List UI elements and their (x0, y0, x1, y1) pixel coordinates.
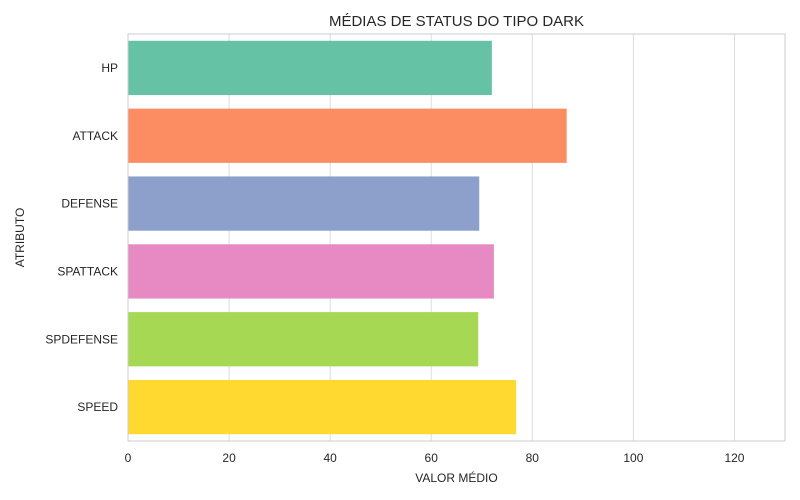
bar-attack (128, 108, 567, 163)
x-tick-labels: 0 20 40 60 80 100 120 (125, 451, 745, 465)
y-axis-label: ATRIBUTO (13, 208, 27, 268)
x-tick-label: 100 (623, 451, 643, 465)
plot-frame (127, 33, 786, 442)
bar-spdefense (128, 312, 479, 367)
y-tick-label: SPEED (77, 400, 118, 414)
bars (128, 40, 567, 435)
x-tick-label: 60 (425, 451, 439, 465)
gridlines (127, 34, 735, 441)
y-tick-label: SPATTACK (57, 264, 118, 278)
y-tick-label: ATTACK (72, 129, 118, 143)
bar-hp (128, 40, 492, 96)
bar-speed (128, 379, 517, 435)
y-tick-label: SPDEFENSE (45, 332, 118, 346)
x-tick-label: 40 (323, 451, 337, 465)
bar-spattack (128, 244, 494, 299)
y-tick-label: HP (101, 61, 118, 75)
chart-title: MÉDIAS DE STATUS DO TIPO DARK (329, 13, 584, 30)
y-tick-label: DEFENSE (61, 197, 118, 211)
bar-defense (128, 176, 480, 231)
x-tick-label: 120 (724, 451, 744, 465)
x-axis-label: VALOR MÉDIO (415, 470, 497, 485)
x-tick-label: 80 (526, 451, 540, 465)
x-tick-label: 0 (125, 451, 132, 465)
y-tick-labels: HP ATTACK DEFENSE SPATTACK SPDEFENSE SPEED (45, 61, 118, 414)
x-tick-label: 20 (222, 451, 236, 465)
